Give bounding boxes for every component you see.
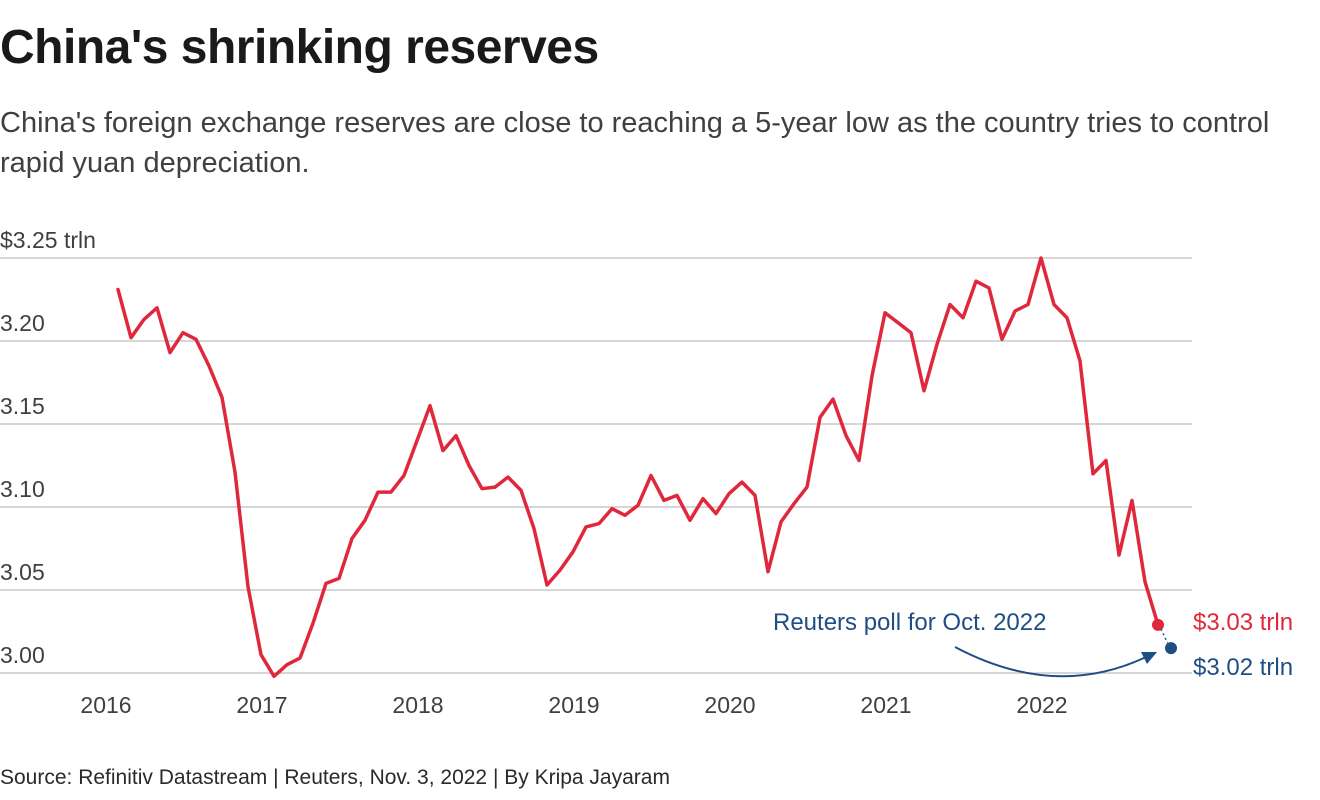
x-tick-label: 2017 [236, 692, 287, 718]
chart-subtitle: China's foreign exchange reserves are cl… [0, 107, 1270, 179]
x-tick-label: 2016 [80, 692, 131, 718]
x-tick-label: 2020 [704, 692, 755, 718]
poll-arrow [954, 646, 1147, 678]
poll-annotation-text: Reuters poll for Oct. 2022 [773, 609, 1046, 636]
forecast-connector [1160, 628, 1169, 645]
latest-value-label: $3.03 trln [1193, 609, 1293, 636]
y-axis-ticks: $3.25 trln 3.20 3.15 3.10 3.05 3.00 [0, 227, 96, 668]
y-tick-label: $3.25 trln [0, 227, 96, 253]
y-tick-label: 3.05 [0, 559, 45, 585]
chart-title: China's shrinking reserves [0, 21, 599, 74]
x-axis-ticks: 2016 2017 2018 2019 2020 2021 2022 [80, 692, 1067, 718]
x-tick-label: 2018 [392, 692, 443, 718]
annotations: $3.03 trln $3.02 trln Reuters poll for Oct… [773, 609, 1293, 681]
y-tick-label: 3.15 [0, 393, 45, 419]
y-tick-label: 3.00 [0, 642, 45, 668]
y-tick-label: 3.20 [0, 310, 45, 336]
source-note: Source: Refinitiv Datastream | Reuters, … [0, 766, 670, 789]
y-tick-label: 3.10 [0, 476, 45, 502]
reserves-series-line [116, 256, 1160, 679]
x-tick-label: 2022 [1016, 692, 1067, 718]
poll-arrowhead [1141, 652, 1157, 664]
latest-value-marker [1152, 618, 1164, 631]
x-tick-label: 2019 [548, 692, 599, 718]
x-tick-label: 2021 [860, 692, 911, 718]
poll-value-label: $3.02 trln [1193, 654, 1293, 681]
poll-value-marker [1165, 642, 1177, 655]
